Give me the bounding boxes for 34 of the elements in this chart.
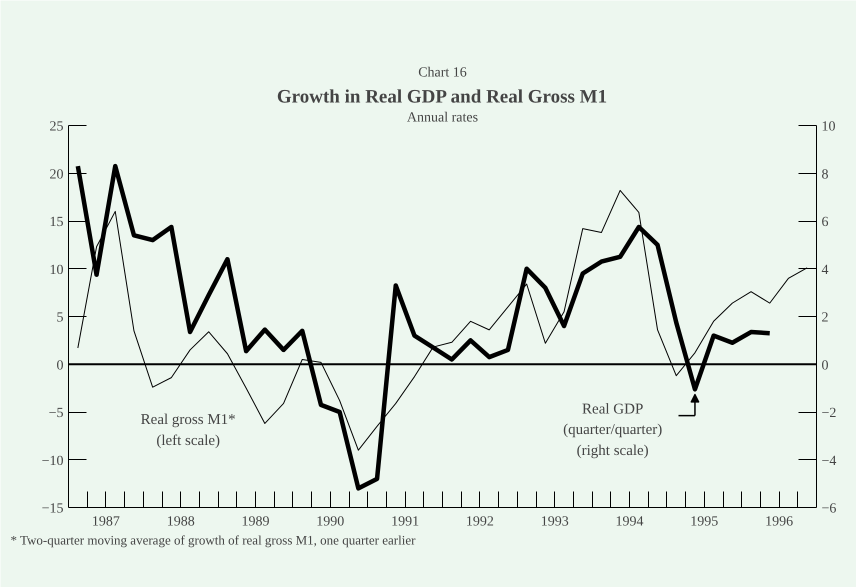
x-tick-label: 1995 (690, 514, 718, 530)
x-tick-label: 1990 (316, 514, 344, 530)
y-tick-label: −10 (42, 454, 64, 469)
x-tick-label: 1989 (242, 514, 270, 530)
y-tick-label: −5 (48, 406, 64, 421)
y2-tick-label: 4 (822, 262, 828, 278)
y2-tick-label: 8 (822, 167, 828, 182)
y2-tick-label: 10 (822, 120, 836, 134)
x-tick-label: 1991 (391, 514, 420, 530)
y2-tick-label: 6 (822, 215, 828, 230)
y-tick-label: 5 (56, 310, 64, 326)
y2-tick-label: −6 (822, 502, 836, 516)
y2-tick-label: 2 (822, 310, 828, 326)
y-tick-label: −15 (42, 502, 64, 516)
chart-title: Growth in Real GDP and Real Gross M1 (276, 86, 608, 108)
x-tick-label: 1993 (540, 514, 569, 530)
y2-tick-label: −4 (822, 454, 836, 469)
x-tick-label: 1987 (92, 514, 120, 530)
y-tick-label: 25 (50, 120, 64, 134)
y-tick-label: 15 (50, 215, 64, 230)
annotation: Real GDP (quarter/quarter) (right scale) (563, 401, 662, 459)
text: * Two-quarter moving average of growth of real gross M1, one quarter earlier (10, 532, 416, 548)
y-tick-label: 20 (50, 167, 64, 182)
annotation: Real gross M1* (left scale) (140, 412, 236, 449)
x-tick-label: 1994 (616, 514, 644, 530)
y2-tick-label: 0 (822, 358, 828, 374)
y-tick-label: 10 (50, 262, 64, 278)
caption: Chart 16 (418, 66, 467, 80)
x-tick-label: 1996 (765, 514, 794, 530)
x-tick-label: 1992 (466, 514, 494, 530)
x-tick-label: 1988 (166, 514, 195, 530)
y2-tick-label: −2 (822, 406, 836, 421)
chart-subtitle: Annual rates (406, 110, 478, 126)
y-tick-label: 0 (56, 358, 64, 374)
